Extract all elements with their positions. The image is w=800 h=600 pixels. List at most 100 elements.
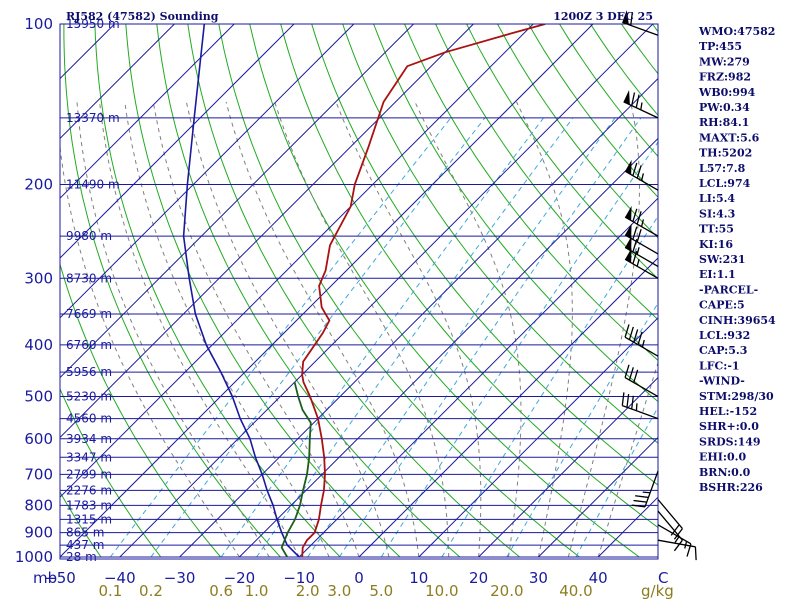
mixing-ratio-label: 0.2 — [139, 582, 163, 600]
wind-barb-half — [636, 247, 640, 255]
wind-barb — [621, 392, 659, 420]
wind-barb-full — [631, 504, 646, 508]
wind-barb-full — [631, 92, 636, 106]
dry-adiabat — [249, 24, 640, 558]
wind-barb-full — [632, 226, 638, 240]
mixing-ratio-label: 20.0 — [490, 582, 523, 600]
mixing-ratio-label: 1.0 — [245, 582, 269, 600]
mixing-ratio-line — [506, 302, 658, 558]
index-item: L57:7.8 — [699, 162, 746, 175]
mixing-ratio-label: 2.0 — [296, 582, 320, 600]
wind-barb-half — [636, 258, 640, 267]
mixing-ratio-line — [150, 117, 486, 558]
height-label: 15950 m — [66, 17, 120, 31]
pressure-tick-label: 400 — [24, 336, 53, 354]
wind-barb — [657, 510, 683, 552]
wind-barb — [631, 470, 659, 508]
plot-frame — [59, 23, 659, 560]
temperature-tick-label: 30 — [529, 569, 548, 587]
index-item: BSHR:226 — [699, 481, 763, 494]
height-label: 6760 m — [66, 338, 112, 352]
mixing-ratio-label: 5.0 — [369, 582, 393, 600]
index-item: KI:16 — [699, 238, 733, 251]
temperature-tick-label: 40 — [589, 569, 608, 587]
wind-barb — [624, 248, 659, 279]
wind-barb-half — [640, 173, 645, 181]
dry-adiabat — [60, 387, 162, 558]
pressure-tick-label: 300 — [24, 269, 53, 287]
dry-adiabat — [125, 24, 401, 558]
isotherm-line — [60, 24, 235, 199]
wind-barb — [624, 324, 659, 357]
isotherm-line — [60, 24, 414, 379]
index-item: LFC:-1 — [699, 359, 740, 372]
isotherm-line — [358, 257, 658, 558]
dry-adiabat — [435, 24, 658, 321]
dry-adiabat — [528, 24, 658, 198]
height-label: 2799 m — [66, 467, 112, 481]
isotherm-line — [60, 24, 534, 498]
pressure-tick-label: 800 — [24, 496, 53, 514]
temperature-tick-label: −50 — [44, 569, 76, 587]
index-item: LCL:932 — [699, 329, 750, 342]
mixing-ratio-line — [380, 141, 658, 558]
index-item: WMO:47582 — [698, 25, 775, 38]
wind-barb — [657, 539, 697, 561]
wind-barb-full — [624, 324, 630, 338]
temperature-unit-label: C — [658, 569, 668, 587]
mixing-ratio-line — [338, 117, 642, 558]
index-item: FRZ:982 — [699, 71, 751, 84]
wind-barb — [623, 90, 659, 119]
index-item: HEL:-152 — [699, 405, 757, 418]
wind-barbs — [621, 10, 697, 561]
dry-adiabat — [497, 24, 658, 239]
wind-barb-full — [673, 539, 683, 552]
parcel-trace — [182, 24, 300, 558]
wind-barb-full — [694, 546, 697, 561]
wind-barb-staff — [657, 539, 696, 548]
mixing-ratio-line — [220, 117, 544, 558]
wind-barb-half — [642, 491, 651, 494]
wind-barb-full — [630, 12, 634, 26]
sounding-traces — [182, 24, 546, 558]
pressure-unit-label: mb — [33, 569, 57, 587]
wind-barb-full — [637, 331, 643, 345]
index-item: EI:1.1 — [699, 268, 736, 281]
mixing-ratio-unit-label: g/kg — [641, 582, 674, 600]
temperature-tick-label: 0 — [354, 569, 364, 587]
mixing-ratio-label: 10.0 — [425, 582, 458, 600]
temperature-tick-label: −10 — [283, 569, 315, 587]
isotherm-line — [119, 24, 654, 558]
wind-barb-full — [632, 162, 638, 176]
index-item: LCL:974 — [699, 177, 751, 190]
wind-barb-flag — [625, 248, 632, 263]
index-item: -WIND- — [699, 375, 745, 388]
temperature-tick-label: −30 — [164, 569, 196, 587]
wind-barb-full — [628, 326, 634, 340]
wind-barb-full — [621, 392, 625, 406]
isotherm-line — [478, 376, 658, 558]
dry-adiabat — [187, 24, 520, 558]
mixing-ratio-label: 3.0 — [327, 582, 351, 600]
wind-barb-half — [640, 102, 643, 110]
index-item: STM:298/30 — [699, 390, 774, 403]
dry-adiabat — [60, 262, 221, 558]
index-item: SI:4.3 — [699, 207, 735, 220]
index-item: PW:0.34 — [699, 101, 750, 114]
height-label: 3347 m — [66, 450, 112, 464]
pressure-tick-label: 200 — [24, 175, 53, 193]
wind-barb-full — [631, 395, 634, 410]
temperature-trace — [301, 24, 546, 558]
dewpoint-trace — [280, 381, 312, 558]
wind-barb-staff — [622, 21, 659, 36]
moist-adiabat — [124, 101, 330, 558]
moist-adiabat — [152, 101, 360, 558]
dry-adiabat — [280, 24, 658, 529]
indices-panel: WMO:47582 TP:455 MW:279 FRZ:982 WB0:994 PW:0.… — [698, 25, 776, 494]
wind-barb-flag — [625, 223, 632, 239]
index-item: WB0:994 — [698, 86, 756, 99]
index-item: LI:5.4 — [699, 192, 735, 205]
wind-barb-full — [632, 208, 638, 222]
